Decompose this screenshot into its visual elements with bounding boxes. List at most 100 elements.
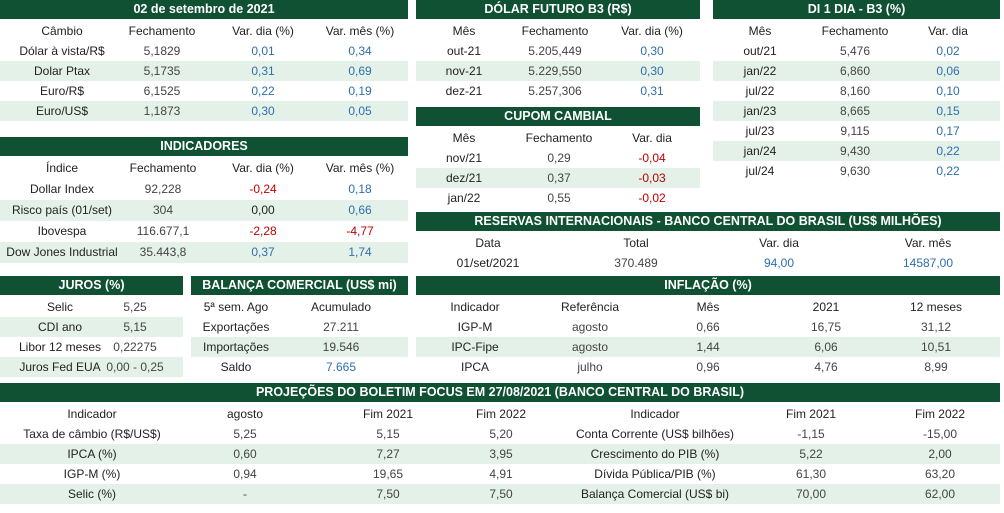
row-label: nov/21 xyxy=(445,151,483,165)
cell-value: -15,00 xyxy=(922,427,958,441)
cell-value: 62,00 xyxy=(924,487,956,501)
row-label: Euro/R$ xyxy=(39,84,85,98)
row-label: IPCA (%) xyxy=(67,447,117,461)
cell-value: 0,66 xyxy=(348,203,372,217)
cell-value: 31,12 xyxy=(920,320,952,334)
cell-value: 94,00 xyxy=(763,256,795,270)
row-label: jan/22 xyxy=(447,191,481,205)
column-header: Fechamento xyxy=(128,24,196,38)
header-row: Mês Fechamento Var. dia (%) xyxy=(416,21,700,41)
column-header: Mês xyxy=(452,131,476,145)
cell-value: 5,20 xyxy=(489,427,513,441)
cell-value: 0,60 xyxy=(233,447,257,461)
column-header: Fechamento xyxy=(521,24,589,38)
data-row: 01/set/2021 370.489 94,00 14587,00 xyxy=(416,253,1000,273)
cell-value: 4,91 xyxy=(489,467,513,481)
cell-value: 6,06 xyxy=(814,340,838,354)
data-row: jan/22 6,860 0,06 xyxy=(713,61,1000,81)
cell-value: -2,28 xyxy=(249,224,277,238)
column-header: Acumulado xyxy=(310,300,372,314)
column-header: Var. mês xyxy=(904,236,952,250)
column-header: Fechamento xyxy=(129,161,197,175)
row-label: Libor 12 meses xyxy=(18,340,102,354)
cell-value: 0,05 xyxy=(348,104,372,118)
row-label: 01/set/2021 xyxy=(456,256,520,270)
data-row: jul/24 9,630 0,22 xyxy=(713,161,1000,181)
cell-value: 5,15 xyxy=(123,320,147,334)
column-header: Câmbio xyxy=(41,24,83,38)
cell-value: 5,25 xyxy=(123,300,147,314)
cell-value: 7,50 xyxy=(489,487,513,501)
data-row: IGP-M (%) 0,94 19,65 4,91 Dívida Pública/PIB… xyxy=(0,464,1000,484)
row-label: IGP-M xyxy=(457,320,493,334)
cell-value: 0,06 xyxy=(936,64,960,78)
panel-title: DÓLAR FUTURO B3 (R$) xyxy=(416,0,700,19)
cell-value: 5,1735 xyxy=(143,64,181,78)
cell-value: 1,74 xyxy=(348,245,372,259)
cell-value: 7,27 xyxy=(376,447,400,461)
row-label: Selic xyxy=(46,300,74,314)
cell-value: 19,65 xyxy=(372,467,404,481)
panel-title: RESERVAS INTERNACIONAIS - BANCO CENTRAL … xyxy=(416,212,1000,231)
panel: JUROS (%) Selic 5,25 CDI ano 5,15 Libor 12 me… xyxy=(0,276,183,377)
column-header: Var. dia xyxy=(928,24,968,38)
column-header: Fim 2022 xyxy=(475,407,527,421)
panel-title: PROJEÇÕES DO BOLETIM FOCUS EM 27/08/2021… xyxy=(0,383,1000,402)
cell-value: 0,00 - 0,25 xyxy=(106,360,164,374)
panel: BALANÇA COMERCIAL (US$ mi) 5ª sem. Ago Acu… xyxy=(191,276,408,377)
cell-value: Balança Comercial (US$ bi) xyxy=(580,487,730,501)
cell-value: 35.443,8 xyxy=(139,245,187,259)
column-header: Var. mês (%) xyxy=(325,24,395,38)
data-row: jan/24 9,430 0,22 xyxy=(713,141,1000,161)
cell-value: -0,24 xyxy=(249,182,277,196)
cell-value: 14587,00 xyxy=(902,256,954,270)
row-label: IPCA xyxy=(460,360,490,374)
cell-value: 0,22 xyxy=(251,84,275,98)
column-header: Fim 2021 xyxy=(362,407,414,421)
row-label: IPC-Fipe xyxy=(451,340,499,354)
data-row: CDI ano 5,15 xyxy=(0,317,183,337)
row-label: jul/22 xyxy=(745,84,775,98)
data-row: Dólar à vista/R$ 5,1829 0,01 0,34 xyxy=(0,41,408,61)
row-label: Risco país (01/set) xyxy=(11,203,113,217)
data-row: jul/22 8,160 0,10 xyxy=(713,81,1000,101)
data-row: Selic (%) - 7,50 7,50 Balança Comercial (US$… xyxy=(0,484,1000,504)
cell-value: 0,34 xyxy=(348,44,372,58)
column-header: Referência xyxy=(560,300,620,314)
column-header: Indicador xyxy=(630,407,680,421)
column-header: Var. dia (%) xyxy=(232,24,294,38)
data-row: dez/21 0,37 -0,03 xyxy=(416,168,700,188)
cell-value: -1,15 xyxy=(797,427,825,441)
header-row: Data Total Var. dia Var. mês xyxy=(416,233,1000,253)
cell-value: 0,00 xyxy=(251,203,275,217)
cell-value: 1,44 xyxy=(696,340,720,354)
cell-value: 8,160 xyxy=(839,84,871,98)
panel-title: BALANÇA COMERCIAL (US$ mi) xyxy=(191,276,408,295)
cell-value: 0,96 xyxy=(696,360,720,374)
row-label: Taxa de câmbio (R$/US$) xyxy=(23,427,161,441)
cell-value: 0,30 xyxy=(640,64,664,78)
column-header: Indicador xyxy=(67,407,117,421)
cell-value: 0,66 xyxy=(696,320,720,334)
column-header: Fechamento xyxy=(525,131,593,145)
cell-value: 5,25 xyxy=(233,427,257,441)
cell-value: 0,01 xyxy=(251,44,275,58)
row-label: Ibovespa xyxy=(37,224,87,238)
cell-value: 0,55 xyxy=(547,191,571,205)
data-row: out-21 5.205,449 0,30 xyxy=(416,41,700,61)
row-label: dez/21 xyxy=(445,171,483,185)
cell-value: 6,1525 xyxy=(143,84,181,98)
cell-value: 1,1873 xyxy=(143,104,181,118)
row-label: Dolar Ptax xyxy=(33,64,91,78)
panel-title: INDICADORES xyxy=(0,137,408,156)
data-row: IGP-M agosto 0,66 16,75 31,12 xyxy=(416,317,1000,337)
data-row: dez-21 5.257,306 0,31 xyxy=(416,81,700,101)
column-header: Var. mês (%) xyxy=(325,161,395,175)
cell-value: - xyxy=(243,487,247,501)
cell-value: 0,30 xyxy=(251,104,275,118)
cell-value: 63,20 xyxy=(924,467,956,481)
cell-value: 0,37 xyxy=(251,245,275,259)
column-header: Var. dia (%) xyxy=(232,161,294,175)
row-label: Dow Jones Industrial xyxy=(6,245,118,259)
cell-value: julho xyxy=(577,360,603,374)
